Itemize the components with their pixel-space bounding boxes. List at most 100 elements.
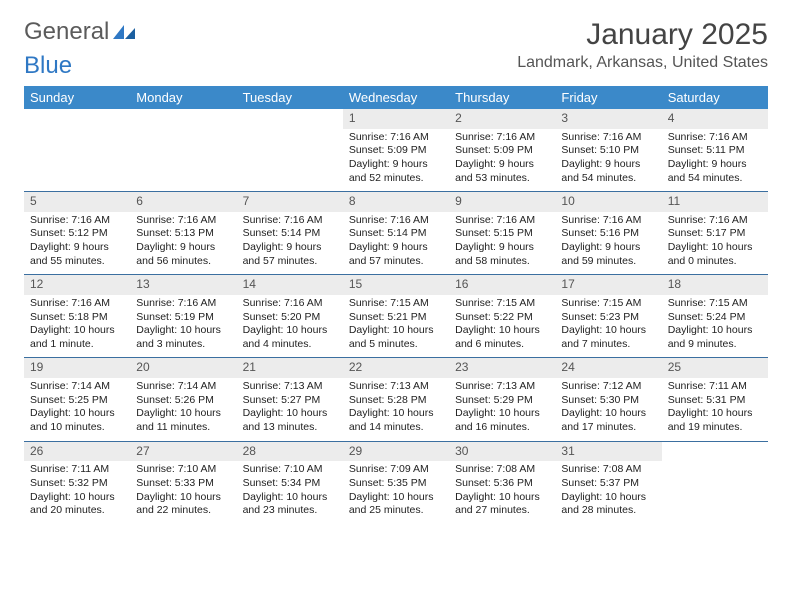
day-details: Sunrise: 7:13 AMSunset: 5:29 PMDaylight:… [449,378,555,441]
calendar-day-cell: 28Sunrise: 7:10 AMSunset: 5:34 PMDayligh… [237,441,343,524]
day-number: 20 [130,358,236,378]
calendar-day-cell: 16Sunrise: 7:15 AMSunset: 5:22 PMDayligh… [449,275,555,358]
day-details: Sunrise: 7:16 AMSunset: 5:20 PMDaylight:… [237,295,343,358]
calendar-day-cell: 23Sunrise: 7:13 AMSunset: 5:29 PMDayligh… [449,358,555,441]
calendar-day-cell: 22Sunrise: 7:13 AMSunset: 5:28 PMDayligh… [343,358,449,441]
day-details: Sunrise: 7:12 AMSunset: 5:30 PMDaylight:… [555,378,661,441]
weekday-header: Friday [555,86,661,109]
day-details: Sunrise: 7:16 AMSunset: 5:17 PMDaylight:… [662,212,768,275]
day-number: 6 [130,192,236,212]
day-number: 2 [449,109,555,129]
calendar-day-cell: 31Sunrise: 7:08 AMSunset: 5:37 PMDayligh… [555,441,661,524]
sunset-line: Sunset: 5:11 PM [668,144,762,158]
day-number: 11 [662,192,768,212]
sunset-line: Sunset: 5:15 PM [455,227,549,241]
calendar-day-cell: 11Sunrise: 7:16 AMSunset: 5:17 PMDayligh… [662,192,768,275]
sunrise-line: Sunrise: 7:16 AM [349,131,443,145]
calendar-day-cell: 5Sunrise: 7:16 AMSunset: 5:12 PMDaylight… [24,192,130,275]
sunset-line: Sunset: 5:36 PM [455,477,549,491]
daylight-line: Daylight: 10 hours and 13 minutes. [243,407,337,434]
sunrise-line: Sunrise: 7:16 AM [455,214,549,228]
day-number: 16 [449,275,555,295]
calendar-day-cell: 14Sunrise: 7:16 AMSunset: 5:20 PMDayligh… [237,275,343,358]
calendar-day-cell: 1Sunrise: 7:16 AMSunset: 5:09 PMDaylight… [343,109,449,192]
daylight-line: Daylight: 10 hours and 20 minutes. [30,491,124,518]
calendar-week-row: 5Sunrise: 7:16 AMSunset: 5:12 PMDaylight… [24,192,768,275]
sunset-line: Sunset: 5:29 PM [455,394,549,408]
sunrise-line: Sunrise: 7:12 AM [561,380,655,394]
sunset-line: Sunset: 5:26 PM [136,394,230,408]
daylight-line: Daylight: 10 hours and 1 minute. [30,324,124,351]
daylight-line: Daylight: 10 hours and 3 minutes. [136,324,230,351]
calendar-day-cell: 13Sunrise: 7:16 AMSunset: 5:19 PMDayligh… [130,275,236,358]
sunrise-line: Sunrise: 7:14 AM [136,380,230,394]
daylight-line: Daylight: 9 hours and 55 minutes. [30,241,124,268]
sunset-line: Sunset: 5:14 PM [243,227,337,241]
day-number: 24 [555,358,661,378]
calendar-day-cell: 24Sunrise: 7:12 AMSunset: 5:30 PMDayligh… [555,358,661,441]
daylight-line: Daylight: 9 hours and 57 minutes. [243,241,337,268]
daylight-line: Daylight: 10 hours and 4 minutes. [243,324,337,351]
day-details: Sunrise: 7:14 AMSunset: 5:26 PMDaylight:… [130,378,236,441]
day-number: 29 [343,442,449,462]
sunset-line: Sunset: 5:21 PM [349,311,443,325]
sunrise-line: Sunrise: 7:10 AM [136,463,230,477]
daylight-line: Daylight: 9 hours and 57 minutes. [349,241,443,268]
sunset-line: Sunset: 5:37 PM [561,477,655,491]
sunset-line: Sunset: 5:12 PM [30,227,124,241]
calendar-day-cell: .. [237,109,343,192]
daylight-line: Daylight: 10 hours and 11 minutes. [136,407,230,434]
sunrise-line: Sunrise: 7:16 AM [243,297,337,311]
day-details: Sunrise: 7:16 AMSunset: 5:15 PMDaylight:… [449,212,555,275]
sunrise-line: Sunrise: 7:13 AM [243,380,337,394]
day-details: Sunrise: 7:16 AMSunset: 5:09 PMDaylight:… [449,129,555,192]
day-details: Sunrise: 7:15 AMSunset: 5:21 PMDaylight:… [343,295,449,358]
calendar-day-cell: 18Sunrise: 7:15 AMSunset: 5:24 PMDayligh… [662,275,768,358]
day-number: 5 [24,192,130,212]
logo-sail-icon [113,25,135,44]
sunset-line: Sunset: 5:17 PM [668,227,762,241]
day-number: 1 [343,109,449,129]
sunrise-line: Sunrise: 7:10 AM [243,463,337,477]
day-number: 30 [449,442,555,462]
day-details: Sunrise: 7:16 AMSunset: 5:14 PMDaylight:… [343,212,449,275]
sunset-line: Sunset: 5:10 PM [561,144,655,158]
calendar-day-cell: 17Sunrise: 7:15 AMSunset: 5:23 PMDayligh… [555,275,661,358]
daylight-line: Daylight: 10 hours and 0 minutes. [668,241,762,268]
day-details: Sunrise: 7:16 AMSunset: 5:16 PMDaylight:… [555,212,661,275]
calendar-day-cell: 15Sunrise: 7:15 AMSunset: 5:21 PMDayligh… [343,275,449,358]
sunset-line: Sunset: 5:14 PM [349,227,443,241]
daylight-line: Daylight: 10 hours and 23 minutes. [243,491,337,518]
day-number: 28 [237,442,343,462]
logo: General Blue [24,18,135,80]
day-number: 9 [449,192,555,212]
month-title: January 2025 [517,18,768,52]
calendar-table: Sunday Monday Tuesday Wednesday Thursday… [24,86,768,524]
sunrise-line: Sunrise: 7:16 AM [243,214,337,228]
day-details: Sunrise: 7:13 AMSunset: 5:27 PMDaylight:… [237,378,343,441]
day-number: 21 [237,358,343,378]
day-number: 25 [662,358,768,378]
day-details: Sunrise: 7:11 AMSunset: 5:31 PMDaylight:… [662,378,768,441]
daylight-line: Daylight: 9 hours and 53 minutes. [455,158,549,185]
sunset-line: Sunset: 5:09 PM [455,144,549,158]
day-details: Sunrise: 7:13 AMSunset: 5:28 PMDaylight:… [343,378,449,441]
sunrise-line: Sunrise: 7:16 AM [136,297,230,311]
daylight-line: Daylight: 9 hours and 59 minutes. [561,241,655,268]
sunset-line: Sunset: 5:19 PM [136,311,230,325]
day-details: Sunrise: 7:16 AMSunset: 5:10 PMDaylight:… [555,129,661,192]
day-number: 4 [662,109,768,129]
calendar-day-cell: 30Sunrise: 7:08 AMSunset: 5:36 PMDayligh… [449,441,555,524]
day-number: 26 [24,442,130,462]
sunset-line: Sunset: 5:25 PM [30,394,124,408]
sunset-line: Sunset: 5:13 PM [136,227,230,241]
daylight-line: Daylight: 10 hours and 22 minutes. [136,491,230,518]
daylight-line: Daylight: 10 hours and 14 minutes. [349,407,443,434]
calendar-day-cell: 26Sunrise: 7:11 AMSunset: 5:32 PMDayligh… [24,441,130,524]
sunset-line: Sunset: 5:35 PM [349,477,443,491]
sunset-line: Sunset: 5:16 PM [561,227,655,241]
daylight-line: Daylight: 10 hours and 9 minutes. [668,324,762,351]
sunrise-line: Sunrise: 7:15 AM [668,297,762,311]
day-details: Sunrise: 7:15 AMSunset: 5:24 PMDaylight:… [662,295,768,358]
calendar-week-row: 12Sunrise: 7:16 AMSunset: 5:18 PMDayligh… [24,275,768,358]
